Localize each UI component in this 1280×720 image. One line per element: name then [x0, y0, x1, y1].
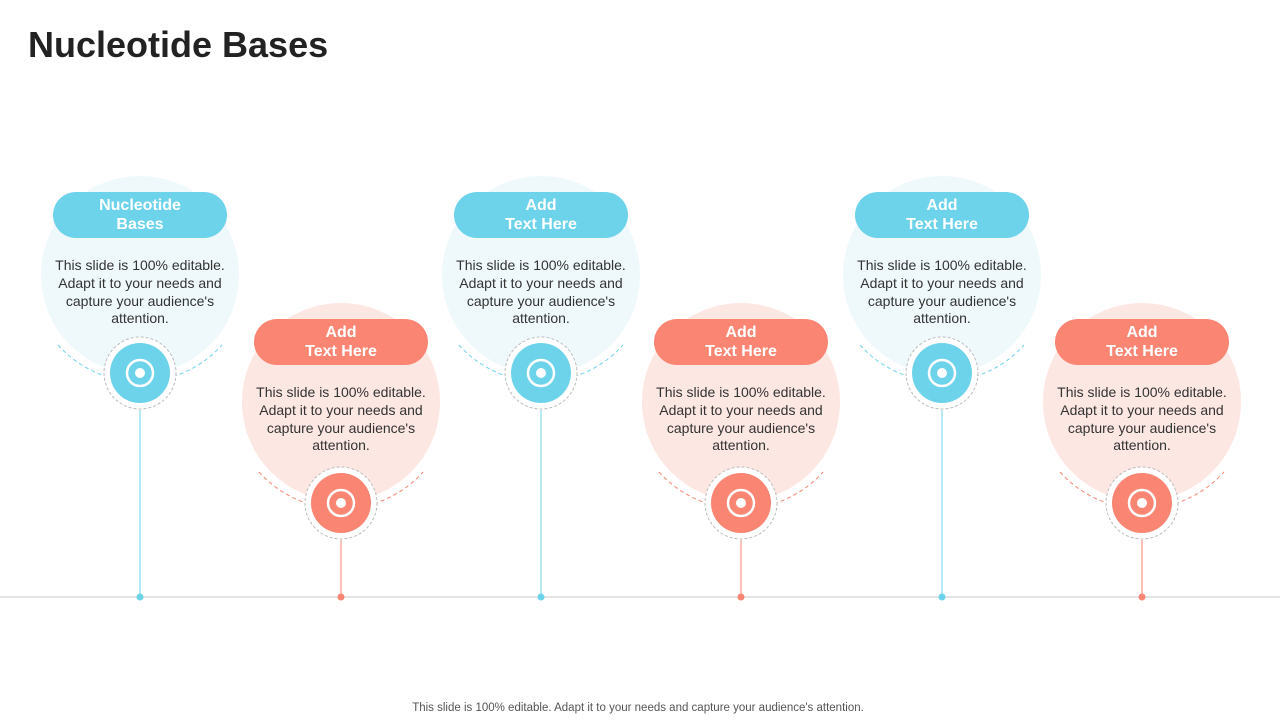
- heading-pill: Add Text Here: [254, 319, 428, 365]
- icon-glyph: [336, 498, 346, 508]
- body-text: This slide is 100% editable. Adapt it to…: [256, 384, 426, 454]
- heading-line: Text Here: [906, 216, 978, 233]
- body-text: This slide is 100% editable. Adapt it to…: [1057, 384, 1227, 454]
- dot: [1138, 593, 1146, 601]
- body-text: This slide is 100% editable. Adapt it to…: [656, 384, 826, 454]
- icon-glyph: [927, 358, 957, 388]
- dot: [537, 593, 545, 601]
- heading-line: Text Here: [305, 343, 377, 360]
- heading-line: Text Here: [1106, 343, 1178, 360]
- dot: [136, 593, 144, 601]
- body-text: This slide is 100% editable. Adapt it to…: [857, 257, 1027, 327]
- icon-glyph: [526, 358, 556, 388]
- heading-pill: Add Text Here: [1055, 319, 1229, 365]
- dot: [938, 593, 946, 601]
- heading-line: Bases: [116, 216, 164, 233]
- icon-glyph: [937, 368, 947, 378]
- heading-line: Add: [1126, 324, 1158, 341]
- heading-line: Add: [926, 197, 958, 214]
- icon-glyph: [326, 488, 356, 518]
- title: Nucleotide Bases: [28, 24, 329, 65]
- heading-pill: Add Text Here: [454, 192, 628, 238]
- heading-pill: Nucleotide Bases: [53, 192, 227, 238]
- dot: [337, 593, 345, 601]
- icon-glyph: [726, 488, 756, 518]
- icon-glyph: [1127, 488, 1157, 518]
- icon-glyph: [125, 358, 155, 388]
- heading-line: Add: [525, 197, 557, 214]
- body-text: This slide is 100% editable. Adapt it to…: [456, 257, 626, 327]
- footer: This slide is 100% editable. Adapt it to…: [412, 702, 864, 714]
- heading-line: Add: [325, 324, 357, 341]
- heading-pill: Add Text Here: [654, 319, 828, 365]
- body-text: This slide is 100% editable. Adapt it to…: [55, 257, 225, 327]
- icon-glyph: [135, 368, 145, 378]
- icon-glyph: [736, 498, 746, 508]
- heading-line: Nucleotide: [99, 197, 181, 214]
- icon-glyph: [536, 368, 546, 378]
- heading-line: Add: [725, 324, 757, 341]
- icon-glyph: [1137, 498, 1147, 508]
- heading-pill: Add Text Here: [855, 192, 1029, 238]
- dot: [737, 593, 745, 601]
- heading-line: Text Here: [505, 216, 577, 233]
- heading-line: Text Here: [705, 343, 777, 360]
